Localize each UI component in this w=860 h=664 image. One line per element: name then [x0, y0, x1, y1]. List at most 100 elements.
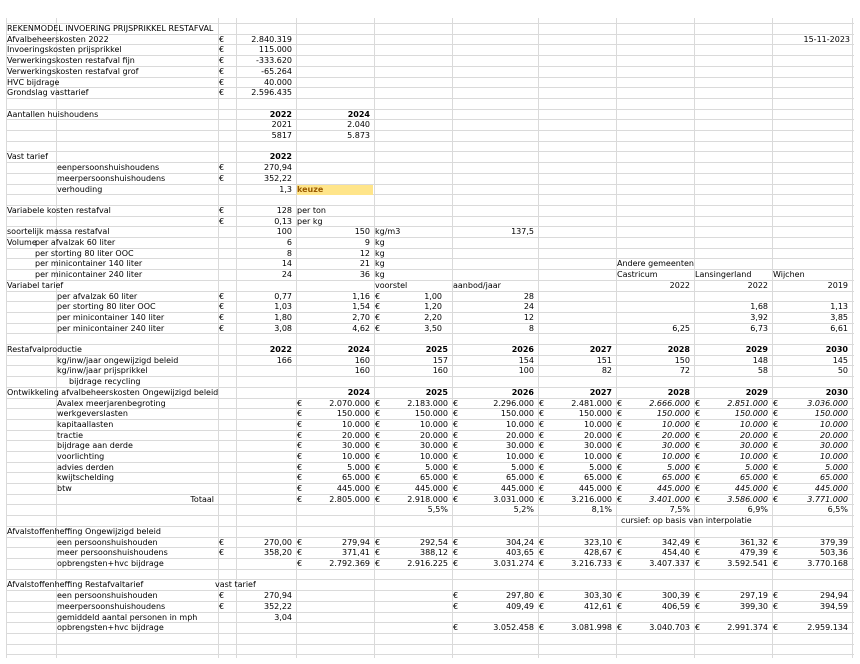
kosten-value[interactable]: 5.000 — [511, 463, 534, 472]
euro-sign[interactable]: € — [695, 431, 701, 440]
summary-value[interactable]: 40.000 — [264, 78, 292, 87]
euro-sign[interactable]: € — [539, 495, 545, 504]
kosten-value[interactable]: 445.000 — [814, 484, 848, 493]
year-header[interactable]: 2030 — [825, 345, 848, 354]
euro-sign[interactable]: € — [695, 495, 701, 504]
euro-sign[interactable]: € — [297, 452, 303, 461]
aanbod-value[interactable]: 24 — [523, 302, 534, 311]
euro-sign[interactable]: € — [453, 452, 459, 461]
heffing-value[interactable]: 3.770.168 — [807, 559, 848, 568]
heffing-value[interactable]: 454,40 — [662, 548, 690, 557]
euro-sign[interactable]: € — [773, 441, 779, 450]
kosten-value[interactable]: 30.000 — [342, 441, 370, 450]
variabel-value[interactable]: 1,54 — [352, 302, 370, 311]
volume-value[interactable]: 36 — [359, 270, 370, 279]
kosten-value[interactable]: 445.000 — [336, 484, 370, 493]
kosten-value[interactable]: 150.000 — [578, 409, 612, 418]
year-header[interactable]: 2026 — [511, 388, 534, 397]
heffing-value[interactable]: 3.407.337 — [649, 559, 690, 568]
euro-sign[interactable]: € — [297, 559, 303, 568]
year-header[interactable]: 2024 — [347, 345, 370, 354]
volume-value[interactable]: 21 — [359, 259, 370, 268]
productie-row-label[interactable]: kg/inw/jaar prijsprikkel — [57, 366, 148, 375]
euro-sign[interactable]: € — [297, 548, 303, 557]
summary-value[interactable]: 115.000 — [258, 45, 292, 54]
euro-sign[interactable]: € — [375, 441, 381, 450]
kosten-value[interactable]: 20.000 — [740, 431, 768, 440]
euro-sign[interactable]: € — [539, 409, 545, 418]
variabel-value[interactable]: 1,03 — [274, 302, 292, 311]
kosten-row-label[interactable]: tractie — [57, 431, 84, 440]
euro-sign[interactable]: € — [453, 538, 459, 547]
volume-value[interactable]: 14 — [281, 259, 292, 268]
variabel-value[interactable]: 2,70 — [352, 313, 370, 322]
year-header[interactable]: 2022 — [269, 110, 292, 119]
euro-sign[interactable]: € — [695, 473, 701, 482]
kosten-value[interactable]: 445.000 — [578, 484, 612, 493]
year-header[interactable]: 2029 — [745, 345, 768, 354]
massa-value[interactable]: 150 — [354, 227, 370, 236]
euro-sign[interactable]: € — [773, 602, 779, 611]
euro-sign[interactable]: € — [375, 399, 381, 408]
euro-sign[interactable]: € — [219, 206, 225, 215]
euro-sign[interactable]: € — [453, 623, 459, 632]
variabel-row-label[interactable]: per minicontainer 240 liter — [57, 324, 165, 333]
kosten-value[interactable]: 2.070.000 — [329, 399, 370, 408]
voorstel-value[interactable]: 1,00 — [424, 292, 442, 301]
heffing-rest-row-label[interactable]: opbrengsten+hvc bijdrage — [57, 623, 164, 632]
summary-value[interactable]: -65.264 — [261, 67, 292, 76]
kosten-row-label[interactable]: bijdrage aan derde — [57, 441, 133, 450]
vast-tarief-row-label[interactable]: verhouding — [57, 185, 103, 194]
euro-sign[interactable]: € — [539, 473, 545, 482]
kosten-value[interactable]: 65.000 — [662, 473, 690, 482]
andere-name[interactable]: Castricum — [617, 270, 658, 279]
kosten-value[interactable]: 10.000 — [506, 452, 534, 461]
pct-value[interactable]: 6,9% — [747, 505, 768, 514]
kosten-value[interactable]: 445.000 — [656, 484, 690, 493]
voorstel-value[interactable]: 2,20 — [424, 313, 442, 322]
households-label[interactable]: Aantallen huishoudens — [7, 110, 99, 119]
kosten-value[interactable]: 30.000 — [584, 441, 612, 450]
euro-sign[interactable]: € — [453, 548, 459, 557]
euro-sign[interactable]: € — [539, 602, 545, 611]
year-header[interactable]: 2029 — [745, 388, 768, 397]
heffing-rest-value[interactable]: 2.959.134 — [807, 623, 848, 632]
euro-sign[interactable]: € — [617, 452, 623, 461]
kosten-row-label[interactable]: werkgeverslasten — [57, 409, 128, 418]
heffing-rest-value[interactable]: 412,61 — [584, 602, 612, 611]
vast-tarief-label[interactable]: Vast tarief — [7, 152, 48, 161]
kosten-value[interactable]: 2.851.000 — [727, 399, 768, 408]
euro-sign[interactable]: € — [539, 463, 545, 472]
heffing-value[interactable]: 292,54 — [420, 538, 448, 547]
kosten-value[interactable]: 65.000 — [740, 473, 768, 482]
kosten-row-label[interactable]: kapitaallasten — [57, 420, 114, 429]
variabele-value[interactable]: 128 — [276, 206, 292, 215]
euro-sign[interactable]: € — [219, 217, 225, 226]
heffing-row-label[interactable]: opbrengsten+hvc bijdrage — [57, 559, 164, 568]
euro-sign[interactable]: € — [375, 548, 381, 557]
euro-sign[interactable]: € — [297, 399, 303, 408]
euro-sign[interactable]: € — [219, 538, 225, 547]
volume-label[interactable]: Volume — [7, 238, 37, 247]
euro-sign[interactable]: € — [375, 292, 381, 301]
total-value[interactable]: 3.401.000 — [649, 495, 690, 504]
kosten-value[interactable]: 30.000 — [820, 441, 848, 450]
euro-sign[interactable]: € — [297, 431, 303, 440]
massa-value[interactable]: 100 — [276, 227, 292, 236]
euro-sign[interactable]: € — [539, 441, 545, 450]
euro-sign[interactable]: € — [375, 431, 381, 440]
kosten-value[interactable]: 10.000 — [584, 420, 612, 429]
productie-row-label[interactable]: kg/inw/jaar ongewijzigd beleid — [57, 356, 179, 365]
heffing-rest-value[interactable]: 294,94 — [820, 591, 848, 600]
euro-sign[interactable]: € — [617, 548, 623, 557]
heffing-rest-value[interactable]: 409,49 — [506, 602, 534, 611]
heffing-rest-value[interactable]: 2.991.374 — [727, 623, 768, 632]
euro-sign[interactable]: € — [695, 591, 701, 600]
euro-sign[interactable]: € — [617, 431, 623, 440]
volume-value[interactable]: 6 — [286, 238, 292, 247]
andere-year[interactable]: 2022 — [669, 281, 690, 290]
productie-value[interactable] — [242, 366, 292, 376]
euro-sign[interactable]: € — [773, 473, 779, 482]
euro-sign[interactable]: € — [695, 602, 701, 611]
volume-row-label[interactable]: per minicontainer 240 liter — [35, 270, 143, 279]
